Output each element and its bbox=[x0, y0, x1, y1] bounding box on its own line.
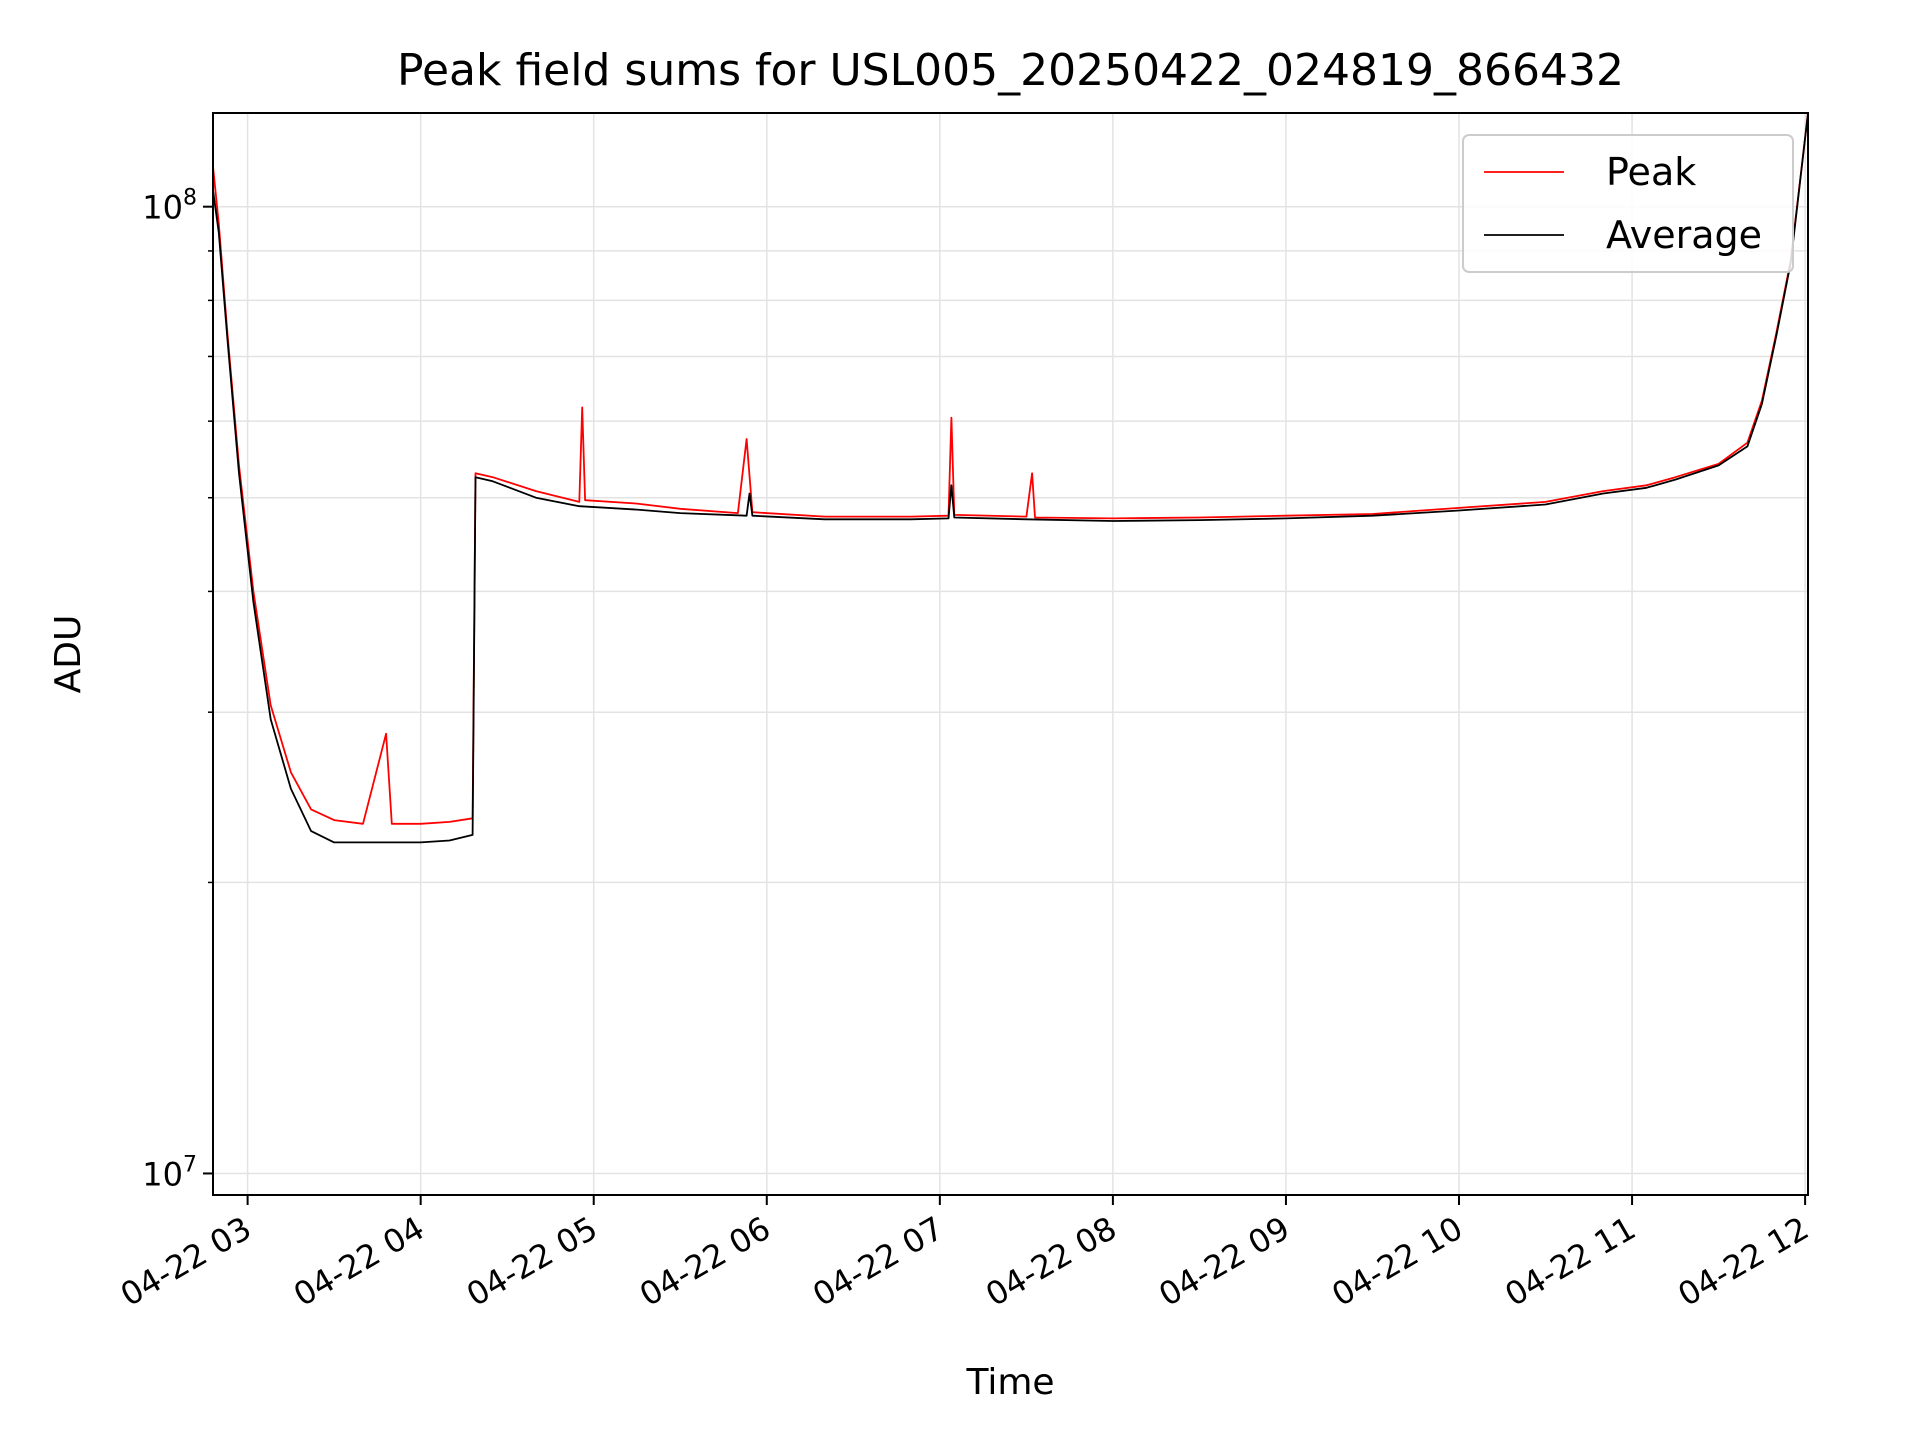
series-line-average bbox=[212, 112, 1809, 844]
legend-box bbox=[1462, 134, 1794, 273]
y-tick-label: 107 bbox=[142, 1152, 197, 1193]
y-axis-label: ADU bbox=[48, 615, 89, 694]
x-axis-label: Time bbox=[965, 1362, 1054, 1403]
legend-label-peak: Peak bbox=[1606, 150, 1696, 194]
chart-title: Peak field sums for USL005_20250422_0248… bbox=[397, 45, 1624, 96]
legend-label-average: Average bbox=[1606, 213, 1762, 257]
series-lines bbox=[212, 112, 1809, 844]
series-line-peak bbox=[212, 112, 1809, 825]
y-tick-label: 108 bbox=[142, 186, 197, 227]
plot-frame bbox=[212, 112, 1809, 1196]
legend: Peak Average bbox=[1462, 134, 1794, 273]
